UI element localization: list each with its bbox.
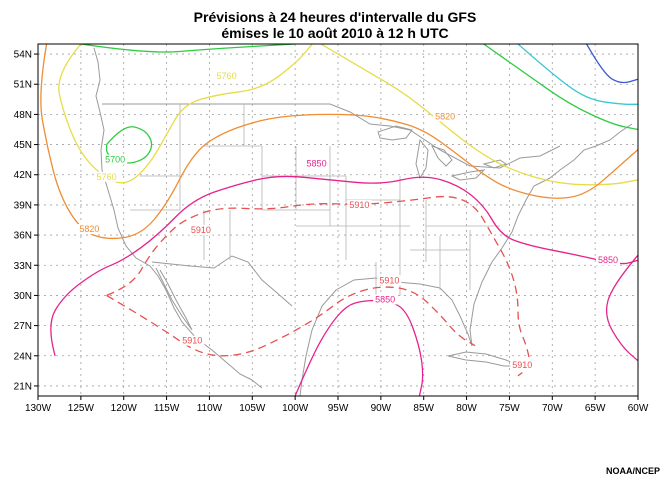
contour-line-5850-gulf bbox=[294, 299, 424, 396]
lat-tick-label: 48N bbox=[14, 110, 32, 121]
contour-line-5850-east bbox=[605, 254, 638, 362]
lat-tick-label: 36N bbox=[14, 231, 32, 242]
mexico-us-border bbox=[151, 255, 293, 307]
lon-tick-label: 70W bbox=[542, 403, 563, 414]
contour-label-bg bbox=[510, 359, 535, 370]
graticule-grid bbox=[37, 44, 639, 396]
contour-line-5910-main bbox=[106, 195, 530, 377]
lat-tick-label: 45N bbox=[14, 140, 32, 151]
contour-line-5760-east bbox=[320, 44, 638, 186]
lon-tick-label: 85W bbox=[413, 403, 434, 414]
contour-line-5700-northeast bbox=[483, 44, 638, 131]
lon-tick-label: 110W bbox=[197, 403, 223, 414]
contour-label: 5850 bbox=[375, 294, 395, 304]
contour-label: 5760 bbox=[217, 71, 237, 81]
map-title-line2: émises le 10 août 2010 à 12 h UTC bbox=[221, 25, 449, 41]
lat-tick-label: 21N bbox=[14, 381, 32, 392]
contour-line-5700-north bbox=[80, 44, 296, 53]
contour-label-bg bbox=[304, 158, 329, 169]
lon-tick-label: 95W bbox=[328, 403, 349, 414]
west-coastline bbox=[93, 47, 253, 381]
contour-label-bg bbox=[377, 275, 402, 286]
lat-tick-label: 42N bbox=[14, 170, 32, 181]
contour-label: 5910 bbox=[379, 275, 399, 285]
canada-us-border bbox=[102, 103, 561, 169]
contour-label-bg bbox=[214, 71, 239, 82]
lon-tick-label: 120W bbox=[111, 403, 138, 414]
lon-tick-label: 115W bbox=[154, 403, 180, 414]
contour-label-bg bbox=[433, 111, 458, 122]
contour-label: 5910 bbox=[349, 200, 369, 210]
contour-line-5850 bbox=[50, 175, 638, 356]
lon-tick-label: 125W bbox=[68, 403, 95, 414]
lon-tick-label: 100W bbox=[282, 403, 309, 414]
contour-line-5760-arc bbox=[58, 44, 313, 184]
lat-tick-label: 27N bbox=[14, 321, 32, 332]
contour-line-blue bbox=[586, 44, 638, 84]
contour-label: 5820 bbox=[435, 111, 455, 121]
lat-tick-label: 30N bbox=[14, 291, 32, 302]
contour-label-bg bbox=[373, 294, 398, 305]
lon-tick-label: 75W bbox=[499, 403, 520, 414]
contour-label-bg bbox=[103, 154, 128, 165]
contour-line-5820 bbox=[40, 44, 638, 240]
baja-peninsula bbox=[155, 267, 193, 331]
lon-tick-label: 130W bbox=[25, 403, 52, 414]
lat-tick-label: 54N bbox=[14, 50, 32, 61]
contour-label-bg bbox=[94, 171, 119, 182]
gulf-coastline bbox=[251, 177, 551, 397]
contour-label: 5910 bbox=[191, 225, 211, 235]
contour-label: 5910 bbox=[512, 360, 532, 370]
lat-tick-label: 39N bbox=[14, 200, 32, 211]
geographic-boundaries bbox=[93, 47, 633, 397]
contour-line-teal bbox=[517, 44, 638, 105]
lat-tick-label: 33N bbox=[14, 261, 32, 272]
contour-line-5910-south bbox=[106, 286, 476, 357]
contour-label: 5820 bbox=[79, 224, 99, 234]
great-lakes bbox=[377, 125, 508, 181]
contour-label-bg bbox=[347, 199, 372, 210]
state-borders bbox=[130, 104, 500, 296]
lon-tick-label: 65W bbox=[585, 403, 606, 414]
contour-label: 5850 bbox=[598, 255, 618, 265]
lon-tick-label: 90W bbox=[371, 403, 392, 414]
contour-label: 5910 bbox=[182, 336, 202, 346]
credit-label: NOAA/NCEP bbox=[605, 466, 660, 476]
axis-labels: 130W 125W 120W 115W 110W 105W 100W 95W 90W 85W 80W… bbox=[14, 50, 649, 414]
height-contours bbox=[40, 44, 638, 396]
lat-tick-label: 24N bbox=[14, 351, 32, 362]
contour-label-bg bbox=[596, 255, 620, 266]
contour-label: 5760 bbox=[97, 172, 117, 182]
lon-tick-label: 80W bbox=[456, 403, 477, 414]
contour-label-bg bbox=[77, 224, 102, 235]
northeast-coastline bbox=[549, 123, 633, 179]
contour-label-bg bbox=[188, 225, 213, 236]
lon-tick-label: 105W bbox=[239, 403, 266, 414]
lon-tick-label: 60W bbox=[628, 403, 649, 414]
contour-label: 5850 bbox=[307, 159, 327, 169]
contour-label-bg bbox=[180, 335, 205, 346]
contour-labels: 5700 5760 5760 5820 5820 5850 5850 5850 5910 5910… bbox=[77, 71, 620, 370]
contour-label: 5700 bbox=[105, 155, 125, 165]
lat-tick-label: 51N bbox=[14, 80, 32, 91]
map-title-line1: Prévisions à 24 heures d'intervalle du G… bbox=[193, 9, 477, 25]
